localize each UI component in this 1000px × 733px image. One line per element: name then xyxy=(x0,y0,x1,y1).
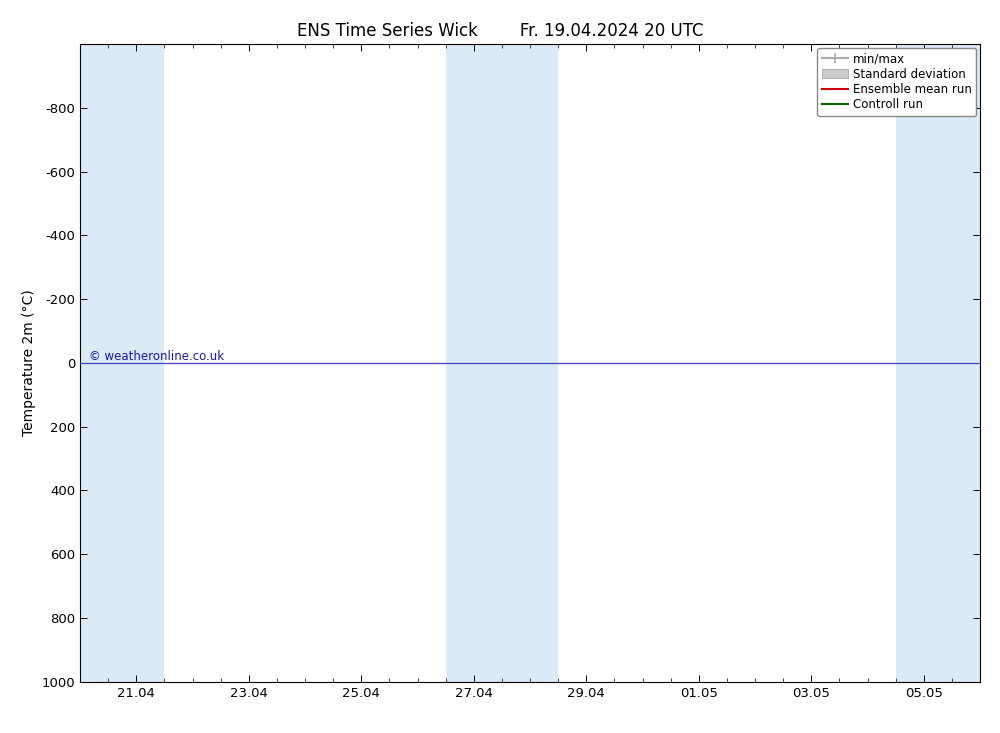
Bar xyxy=(896,44,980,682)
Y-axis label: Temperature 2m (°C): Temperature 2m (°C) xyxy=(22,290,36,436)
Bar xyxy=(80,44,164,682)
Legend: min/max, Standard deviation, Ensemble mean run, Controll run: min/max, Standard deviation, Ensemble me… xyxy=(817,48,976,116)
Text: ENS Time Series Wick        Fr. 19.04.2024 20 UTC: ENS Time Series Wick Fr. 19.04.2024 20 U… xyxy=(297,22,703,40)
Bar xyxy=(446,44,558,682)
Text: © weatheronline.co.uk: © weatheronline.co.uk xyxy=(89,350,224,363)
